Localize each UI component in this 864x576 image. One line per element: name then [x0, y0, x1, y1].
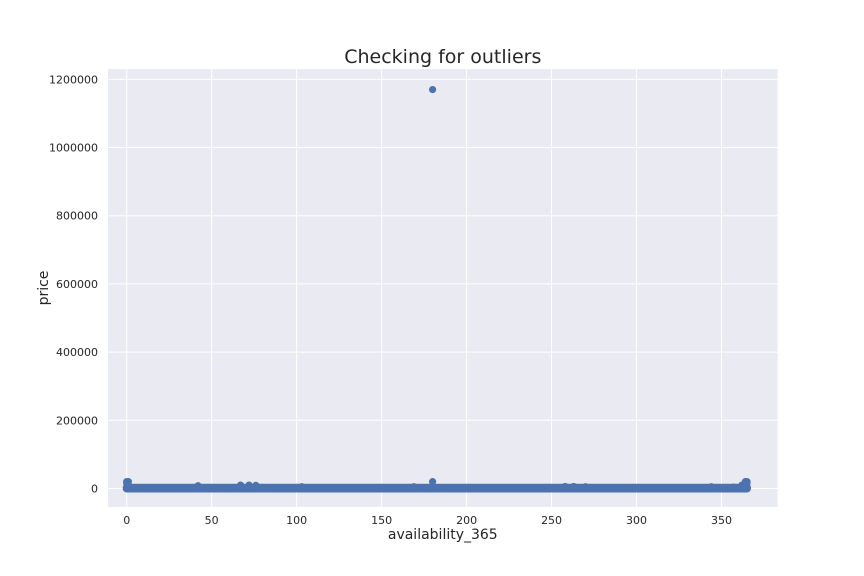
data-point [561, 482, 569, 491]
data-point [252, 481, 260, 490]
data-points [123, 85, 751, 491]
x-tick-labels: 0 50 100 150 200 250 300 350 [123, 514, 732, 527]
x-tick-label: 250 [541, 514, 562, 527]
x-tick-label: 100 [286, 514, 307, 527]
y-tick-label: 200000 [56, 414, 98, 427]
y-tick-labels: 0 200000 400000 600000 800000 1000000 1200000 [49, 73, 98, 495]
x-axis-label: availability_365 [388, 527, 498, 543]
x-tick-label: 0 [123, 514, 130, 527]
x-tick-label: 150 [371, 514, 392, 527]
y-tick-label: 1200000 [49, 73, 98, 86]
data-point [298, 483, 306, 491]
y-axis-label: price [36, 271, 52, 306]
data-point [410, 483, 418, 491]
data-point [707, 483, 715, 491]
data-point [729, 483, 738, 491]
data-point [245, 481, 253, 489]
x-tick-label: 300 [626, 514, 647, 527]
data-point [194, 482, 202, 490]
x-tick-label: 350 [711, 514, 732, 527]
y-tick-label: 1000000 [49, 142, 98, 155]
data-band [122, 483, 752, 493]
y-tick-label: 400000 [56, 346, 98, 359]
data-point [581, 483, 590, 491]
x-tick-label: 50 [205, 514, 219, 527]
chart-title: Checking for outliers [344, 46, 541, 68]
grid-lines [108, 69, 778, 507]
data-point [124, 481, 132, 489]
plot-area [108, 69, 778, 507]
data-point [570, 482, 578, 491]
data-point [236, 481, 245, 489]
y-tick-label: 0 [91, 482, 98, 495]
data-point [429, 478, 437, 486]
dense-points-band [122, 483, 752, 493]
data-point [429, 85, 437, 94]
y-tick-label: 800000 [56, 210, 98, 223]
data-point [741, 481, 749, 489]
y-tick-label: 600000 [56, 278, 98, 291]
x-tick-label: 200 [456, 514, 477, 527]
